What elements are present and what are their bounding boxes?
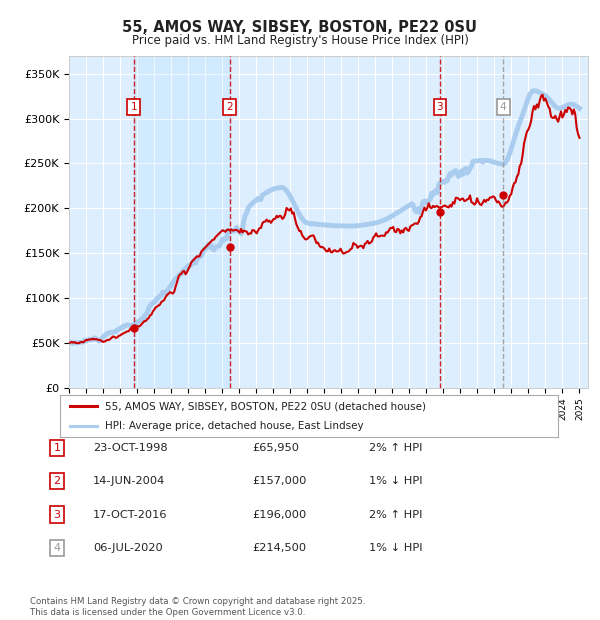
Text: 55, AMOS WAY, SIBSEY, BOSTON, PE22 0SU (detached house): 55, AMOS WAY, SIBSEY, BOSTON, PE22 0SU (… bbox=[105, 401, 426, 411]
Text: 4: 4 bbox=[500, 102, 506, 112]
Text: 17-OCT-2016: 17-OCT-2016 bbox=[93, 510, 167, 520]
Text: £196,000: £196,000 bbox=[252, 510, 306, 520]
Text: £157,000: £157,000 bbox=[252, 476, 307, 486]
Text: 23-OCT-1998: 23-OCT-1998 bbox=[93, 443, 167, 453]
Text: 2: 2 bbox=[53, 476, 61, 486]
Text: 06-JUL-2020: 06-JUL-2020 bbox=[93, 543, 163, 553]
Text: 1% ↓ HPI: 1% ↓ HPI bbox=[369, 476, 422, 486]
Text: 4: 4 bbox=[53, 543, 61, 553]
Text: 1: 1 bbox=[53, 443, 61, 453]
Text: Contains HM Land Registry data © Crown copyright and database right 2025.
This d: Contains HM Land Registry data © Crown c… bbox=[30, 598, 365, 617]
Text: Price paid vs. HM Land Registry's House Price Index (HPI): Price paid vs. HM Land Registry's House … bbox=[131, 34, 469, 47]
Text: HPI: Average price, detached house, East Lindsey: HPI: Average price, detached house, East… bbox=[105, 421, 364, 431]
Text: 3: 3 bbox=[437, 102, 443, 112]
Text: 3: 3 bbox=[53, 510, 61, 520]
Text: 2: 2 bbox=[226, 102, 233, 112]
Text: 2% ↑ HPI: 2% ↑ HPI bbox=[369, 510, 422, 520]
Text: 1% ↓ HPI: 1% ↓ HPI bbox=[369, 543, 422, 553]
Text: 14-JUN-2004: 14-JUN-2004 bbox=[93, 476, 165, 486]
Text: £65,950: £65,950 bbox=[252, 443, 299, 453]
Text: 2% ↑ HPI: 2% ↑ HPI bbox=[369, 443, 422, 453]
Bar bbox=[134, 56, 230, 388]
Text: 55, AMOS WAY, SIBSEY, BOSTON, PE22 0SU: 55, AMOS WAY, SIBSEY, BOSTON, PE22 0SU bbox=[122, 20, 478, 35]
Text: £214,500: £214,500 bbox=[252, 543, 306, 553]
Text: 1: 1 bbox=[131, 102, 137, 112]
